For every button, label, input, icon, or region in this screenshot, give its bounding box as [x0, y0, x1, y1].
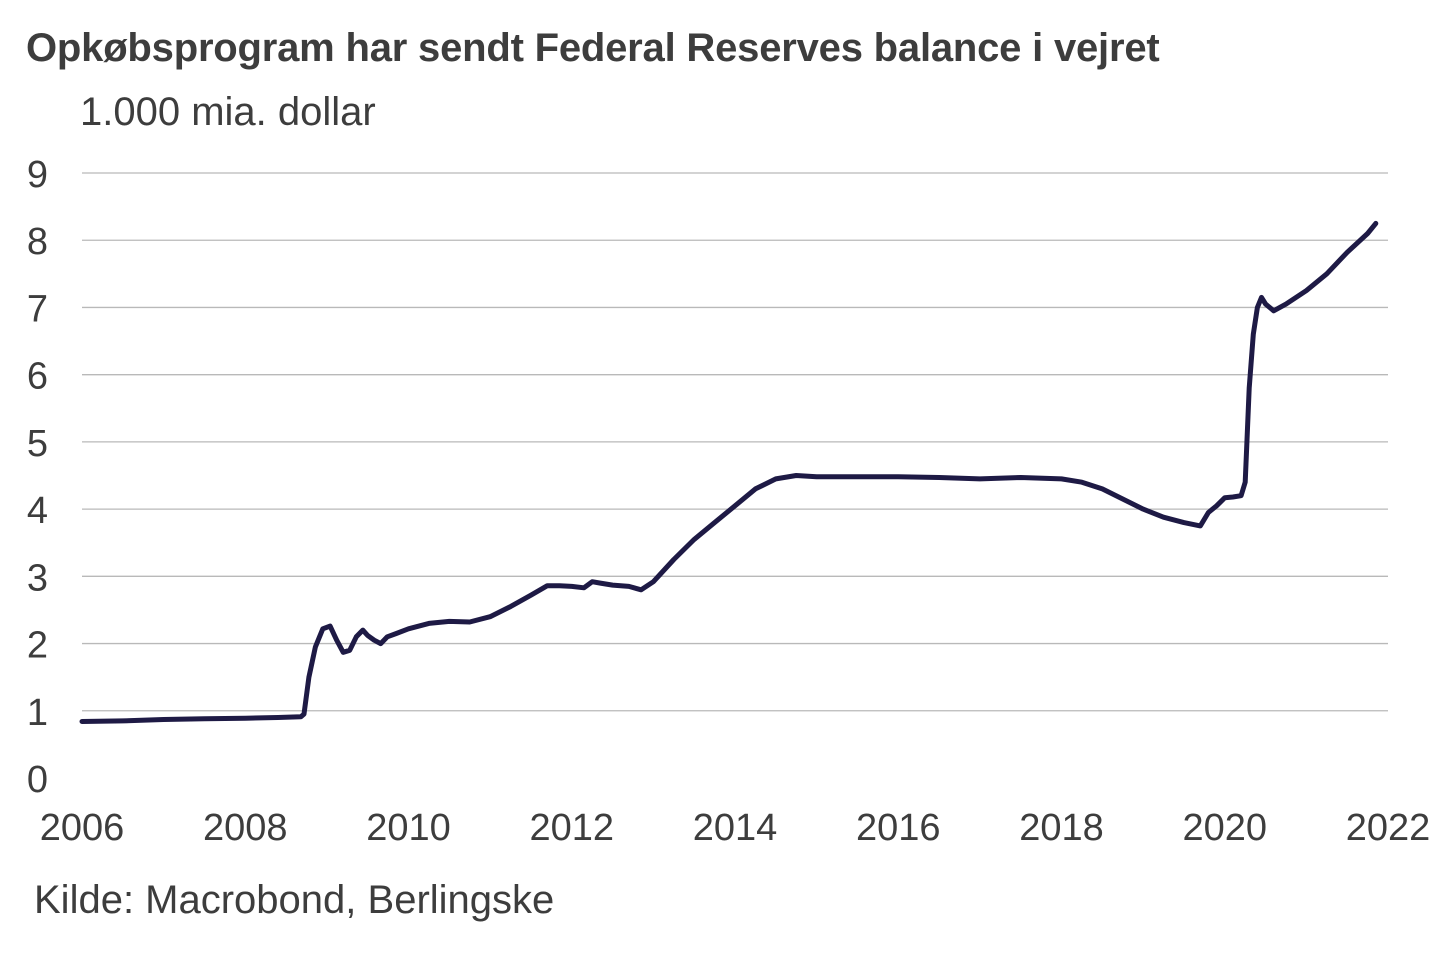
series-line-0 — [79, 220, 1379, 724]
x-tick-label-2022: 2022 — [1346, 807, 1431, 849]
chart-title: Opkøbsprogram har sendt Federal Reserves… — [26, 26, 1160, 70]
y-axis-unit-label: 1.000 mia. dollar — [80, 90, 376, 134]
y-tick-label-5: 5 — [27, 423, 48, 465]
y-tick-label-4: 4 — [27, 490, 48, 532]
x-tick-label-2014: 2014 — [693, 807, 778, 849]
x-tick-label-2020: 2020 — [1182, 807, 1267, 849]
x-tick-label-2018: 2018 — [1019, 807, 1104, 849]
y-tick-label-1: 1 — [27, 692, 48, 734]
x-tick-label-2010: 2010 — [366, 807, 451, 849]
y-tick-label-2: 2 — [27, 625, 48, 667]
source-note: Kilde: Macrobond, Berlingske — [34, 878, 555, 922]
y-tick-label-8: 8 — [27, 221, 48, 263]
gridlines — [82, 172, 1388, 712]
x-tick-label-2016: 2016 — [856, 807, 941, 849]
y-axis-ticks: 0 1 2 3 4 5 6 7 8 9 — [27, 154, 48, 801]
x-tick-label-2006: 2006 — [40, 807, 125, 849]
y-tick-label-3: 3 — [27, 557, 48, 599]
y-tick-label-0: 0 — [27, 759, 48, 801]
y-tick-label-6: 6 — [27, 356, 48, 398]
x-tick-label-2008: 2008 — [203, 807, 288, 849]
y-tick-label-7: 7 — [27, 288, 48, 330]
y-tick-label-9: 9 — [27, 154, 48, 196]
series-layer — [79, 220, 1379, 724]
x-axis-ticks: 2006 2008 2010 2012 2014 2016 2018 2020 2022 — [40, 807, 1431, 849]
x-tick-label-2012: 2012 — [529, 807, 614, 849]
